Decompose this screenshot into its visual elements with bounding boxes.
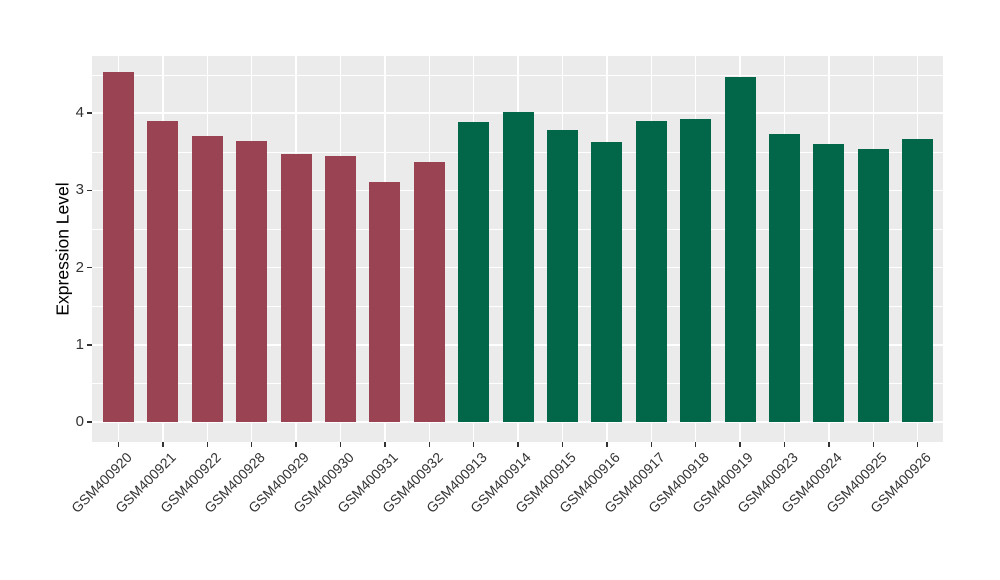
y-tick-label: 0 bbox=[75, 413, 84, 430]
x-tick-mark bbox=[739, 442, 741, 447]
plot-panel bbox=[92, 56, 943, 442]
x-tick-mark bbox=[206, 442, 209, 447]
x-tick-mark bbox=[872, 442, 875, 447]
bar-GSM400929 bbox=[280, 154, 312, 422]
x-tick-mark bbox=[650, 442, 653, 447]
y-tick-label: 2 bbox=[75, 258, 84, 276]
bar-GSM400914 bbox=[502, 111, 534, 422]
x-tick-mark bbox=[517, 442, 519, 447]
y-tick-mark bbox=[87, 266, 92, 269]
bar-GSM400919 bbox=[724, 76, 756, 422]
bar-GSM400920 bbox=[103, 72, 134, 422]
bar-GSM400916 bbox=[591, 141, 623, 422]
y-tick-mark bbox=[87, 189, 92, 192]
x-tick-mark bbox=[295, 442, 297, 447]
bar-GSM400926 bbox=[902, 138, 934, 422]
x-tick-mark bbox=[694, 442, 697, 447]
bar-GSM400931 bbox=[369, 181, 401, 422]
y-axis-title: Expression Level bbox=[52, 182, 73, 316]
bar-GSM400928 bbox=[236, 141, 268, 422]
x-tick-mark bbox=[384, 442, 386, 447]
bar-GSM400918 bbox=[680, 118, 712, 422]
bar-GSM400917 bbox=[635, 120, 667, 422]
bar-GSM400923 bbox=[769, 134, 800, 422]
bar-GSM400924 bbox=[813, 144, 845, 422]
x-tick-mark bbox=[339, 442, 342, 447]
x-tick-mark bbox=[916, 442, 919, 447]
x-tick-mark bbox=[472, 442, 475, 447]
x-tick-mark bbox=[783, 442, 786, 447]
x-tick-mark bbox=[561, 442, 564, 447]
x-tick-mark bbox=[428, 442, 431, 447]
x-tick-mark bbox=[117, 442, 120, 447]
y-tick-label: 1 bbox=[75, 335, 84, 353]
bar-GSM400913 bbox=[458, 122, 490, 422]
y-tick-mark bbox=[87, 112, 92, 114]
x-tick-mark bbox=[828, 442, 830, 447]
bar-GSM400930 bbox=[325, 156, 356, 422]
bar-GSM400921 bbox=[147, 120, 179, 422]
bar-GSM400915 bbox=[547, 130, 578, 422]
x-tick-mark bbox=[606, 442, 608, 447]
y-tick-mark bbox=[87, 421, 92, 423]
x-tick-mark bbox=[250, 442, 253, 447]
bar-GSM400922 bbox=[191, 136, 223, 422]
bar-GSM400932 bbox=[413, 161, 445, 422]
x-tick-mark bbox=[162, 442, 164, 447]
y-tick-label: 4 bbox=[75, 104, 84, 122]
bar-GSM400925 bbox=[857, 148, 889, 422]
y-tick-mark bbox=[87, 344, 92, 346]
y-tick-label: 3 bbox=[75, 181, 84, 199]
